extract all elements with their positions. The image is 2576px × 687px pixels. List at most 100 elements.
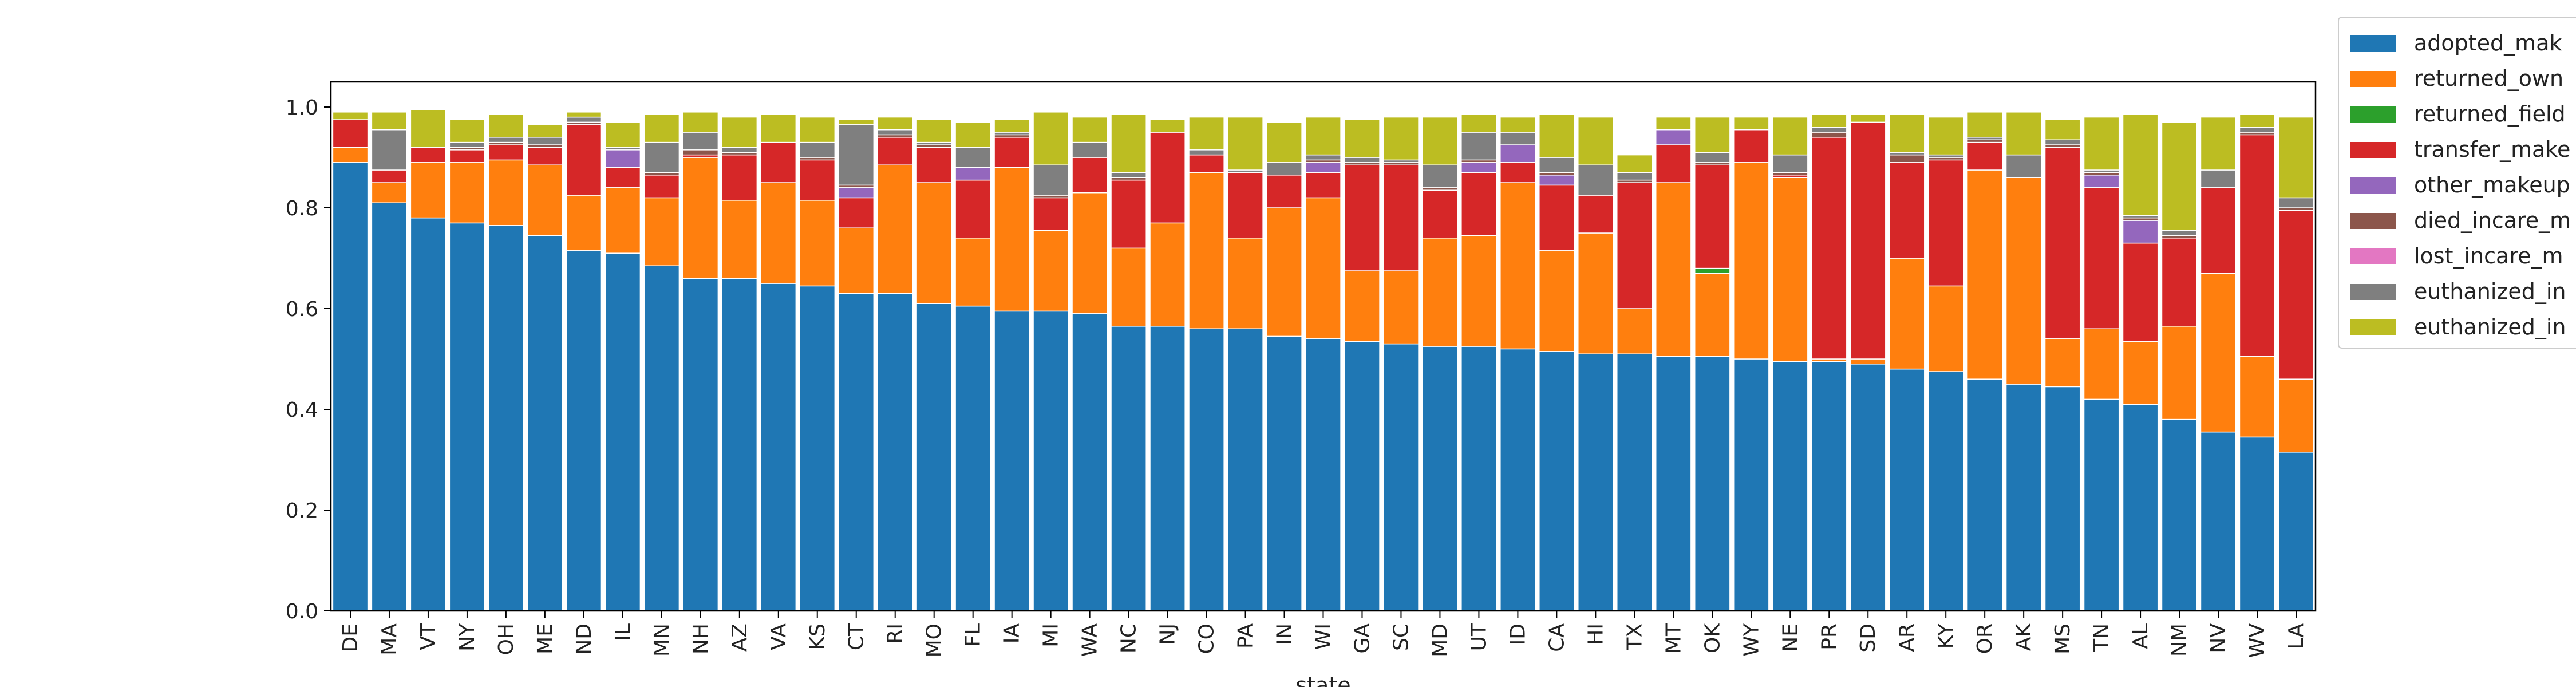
- bar-segment-IL-s4: [605, 149, 641, 168]
- bar-segment-NM-s3: [2161, 238, 2198, 327]
- legend-swatch: [2350, 319, 2396, 335]
- x-tick-label-AZ: AZ: [728, 623, 752, 652]
- x-tick-label-ME: ME: [534, 623, 557, 654]
- y-tick-label: 0.8: [286, 197, 318, 220]
- bar-segment-NH-s7: [682, 132, 719, 151]
- x-tick-label-LA: LA: [2285, 623, 2308, 650]
- bar-segment-WY-s1: [1733, 162, 1769, 360]
- bar-segment-TX-s8: [1617, 154, 1653, 173]
- bar-segment-ME-s8: [527, 124, 563, 138]
- bar-segment-AL-s0: [2122, 404, 2159, 611]
- bar-segment-AR-s1: [1888, 258, 1925, 370]
- bar-segment-NY-s8: [449, 119, 485, 143]
- x-tick-label-ID: ID: [1506, 623, 1530, 645]
- legend-swatch: [2350, 71, 2396, 87]
- bar-segment-NM-s0: [2161, 418, 2198, 611]
- bar-segment-KY-s3: [1927, 159, 1964, 287]
- bar-segment-WV-s8: [2239, 114, 2275, 128]
- bar-segment-CT-s0: [838, 293, 875, 611]
- bar-segment-SC-s8: [1383, 116, 1419, 161]
- bar-segment-MD-s7: [1422, 164, 1458, 188]
- bar-segment-IN-s0: [1266, 335, 1302, 611]
- bar-segment-NY-s3: [449, 149, 485, 163]
- bar-segment-ID-s7: [1500, 132, 1536, 145]
- bar-segment-NC-s8: [1111, 114, 1147, 173]
- bar-segment-OK-s8: [1694, 116, 1730, 153]
- x-tick-label-TN: TN: [2090, 623, 2113, 652]
- x-tick-label-WI: WI: [1312, 623, 1336, 650]
- bar-segment-PA-s3: [1227, 172, 1263, 239]
- bar-segment-TN-s4: [2083, 175, 2120, 188]
- x-tick-label-WV: WV: [2246, 623, 2269, 658]
- y-tick-label: 0.4: [286, 398, 318, 422]
- bar-segment-NM-s8: [2161, 121, 2198, 231]
- bar-segment-OH-s1: [488, 159, 524, 226]
- bar-segment-HI-s3: [1578, 195, 1614, 234]
- x-tick-label-SD: SD: [1856, 623, 1880, 653]
- bar-segment-NV-s1: [2200, 273, 2237, 433]
- bar-segment-CT-s1: [838, 227, 875, 294]
- bar-segment-UT-s0: [1461, 346, 1497, 611]
- bar-segment-SD-s0: [1850, 364, 1886, 611]
- x-tick-label-OR: OR: [1973, 623, 1997, 654]
- legend-label: adopted_mak: [2414, 30, 2562, 56]
- bar-segment-MA-s3: [371, 169, 408, 183]
- bar-segment-MO-s8: [916, 119, 953, 143]
- bar-segment-RI-s7: [877, 129, 914, 136]
- legend-swatch: [2350, 142, 2396, 158]
- bar-segment-OR-s8: [1966, 112, 2003, 138]
- bar-segment-MS-s3: [2044, 147, 2081, 339]
- x-tick-label-MT: MT: [1662, 623, 1685, 654]
- bar-segment-NE-s8: [1772, 116, 1808, 156]
- legend-label: returned_own: [2414, 66, 2563, 91]
- bar-segment-UT-s4: [1461, 162, 1497, 173]
- bar-segment-DE-s8: [332, 112, 369, 120]
- bar-segment-AL-s4: [2122, 220, 2159, 244]
- bar-segment-WV-s0: [2239, 436, 2275, 611]
- bar-segment-MN-s0: [643, 265, 680, 611]
- x-tick-label-MI: MI: [1040, 623, 1063, 647]
- y-axis: 0.0 0.2 0.4 0.6 0.8 1.0: [286, 96, 331, 623]
- x-tick-label-CO: CO: [1195, 623, 1219, 654]
- bar-segment-IL-s1: [605, 187, 641, 254]
- bar-segment-KY-s0: [1927, 371, 1964, 611]
- bar-segment-UT-s8: [1461, 114, 1497, 133]
- bar-segment-NV-s7: [2200, 169, 2237, 188]
- x-tick-label-MO: MO: [923, 623, 946, 657]
- y-tick-label: 0.0: [286, 600, 318, 623]
- bar-segment-VA-s0: [760, 283, 797, 611]
- bar-segment-WA-s1: [1072, 192, 1108, 314]
- bar-segment-CA-s3: [1539, 184, 1575, 251]
- bar-segment-SC-s0: [1383, 343, 1419, 611]
- bar-segment-LA-s3: [2278, 210, 2314, 380]
- x-tick-label-MA: MA: [378, 623, 401, 656]
- bar-segment-MO-s0: [916, 303, 953, 611]
- x-tick-label-WA: WA: [1078, 623, 1102, 657]
- bar-segment-WV-s7: [2239, 127, 2275, 133]
- bar-segment-NH-s1: [682, 157, 719, 279]
- legend-frame: [2338, 17, 2576, 349]
- bar-segment-CO-s0: [1188, 328, 1224, 611]
- bar-segment-VT-s3: [410, 147, 447, 163]
- bar-segment-NY-s1: [449, 162, 485, 224]
- bar-segment-OK-s2: [1694, 267, 1730, 274]
- bar-segment-MD-s8: [1422, 116, 1458, 165]
- bar-segment-RI-s1: [877, 164, 914, 294]
- bar-segment-GA-s1: [1344, 270, 1380, 342]
- bar-segment-IN-s7: [1266, 162, 1302, 176]
- bar-segment-NV-s0: [2200, 431, 2237, 611]
- x-tick-label-NM: NM: [2168, 623, 2191, 657]
- bar-segment-AK-s8: [2005, 112, 2042, 156]
- bar-segment-VT-s1: [410, 162, 447, 219]
- bar-segment-IA-s3: [994, 137, 1030, 168]
- x-tick-label-OH: OH: [495, 623, 518, 655]
- bar-segment-TX-s0: [1617, 353, 1653, 611]
- bar-segment-MA-s1: [371, 182, 408, 203]
- bar-segment-MA-s8: [371, 112, 408, 131]
- bar-segment-OK-s0: [1694, 356, 1730, 611]
- legend-swatch: [2350, 35, 2396, 52]
- bar-segment-MD-s0: [1422, 346, 1458, 611]
- bar-segment-WI-s8: [1305, 116, 1341, 156]
- bar-segment-GA-s8: [1344, 119, 1380, 158]
